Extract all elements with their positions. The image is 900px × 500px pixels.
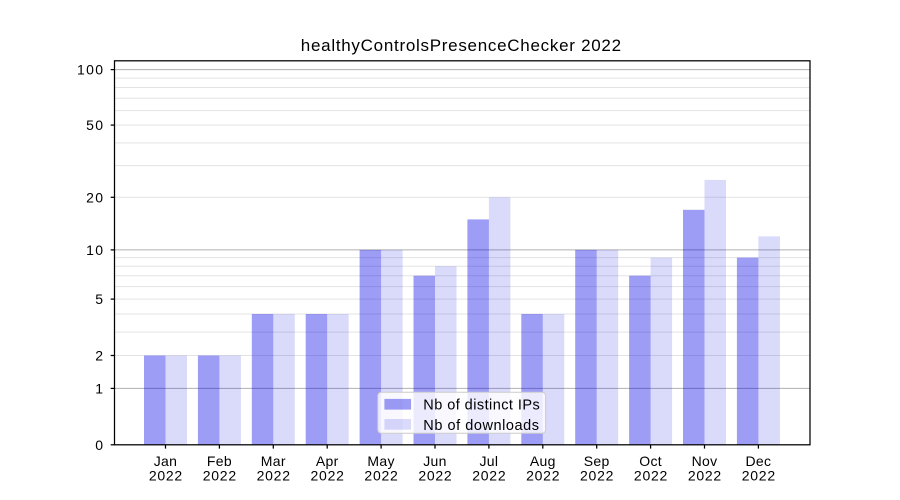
svg-text:20: 20 [86,189,104,205]
svg-text:Feb: Feb [207,453,232,469]
svg-text:2022: 2022 [418,468,452,484]
svg-text:Nov: Nov [692,453,718,469]
svg-text:Nb of downloads: Nb of downloads [423,418,539,434]
svg-text:100: 100 [77,62,104,78]
svg-text:2022: 2022 [634,468,668,484]
svg-text:1: 1 [95,380,104,396]
svg-text:2022: 2022 [257,468,291,484]
svg-text:Apr: Apr [316,453,339,469]
svg-text:Mar: Mar [261,453,286,469]
svg-text:2022: 2022 [149,468,183,484]
svg-text:2022: 2022 [472,468,506,484]
svg-text:healthyControlsPresenceChecker: healthyControlsPresenceChecker 2022 [301,36,622,55]
svg-text:2022: 2022 [203,468,237,484]
svg-text:2022: 2022 [688,468,722,484]
svg-text:May: May [367,453,394,469]
svg-text:2022: 2022 [580,468,614,484]
svg-text:Nb of distinct IPs: Nb of distinct IPs [423,398,540,414]
svg-text:Oct: Oct [639,453,662,469]
svg-text:10: 10 [86,242,104,258]
svg-text:2022: 2022 [742,468,776,484]
svg-text:Jun: Jun [423,453,446,469]
svg-text:2022: 2022 [526,468,560,484]
svg-text:Jul: Jul [480,453,499,469]
svg-text:Dec: Dec [746,453,772,469]
svg-text:50: 50 [86,117,104,133]
svg-text:2022: 2022 [311,468,345,484]
svg-text:0: 0 [95,437,104,453]
svg-text:Jan: Jan [154,453,177,469]
svg-text:2022: 2022 [364,468,398,484]
svg-text:2: 2 [95,348,104,364]
svg-text:Sep: Sep [584,453,610,469]
svg-text:5: 5 [95,291,104,307]
svg-text:Aug: Aug [530,453,556,469]
